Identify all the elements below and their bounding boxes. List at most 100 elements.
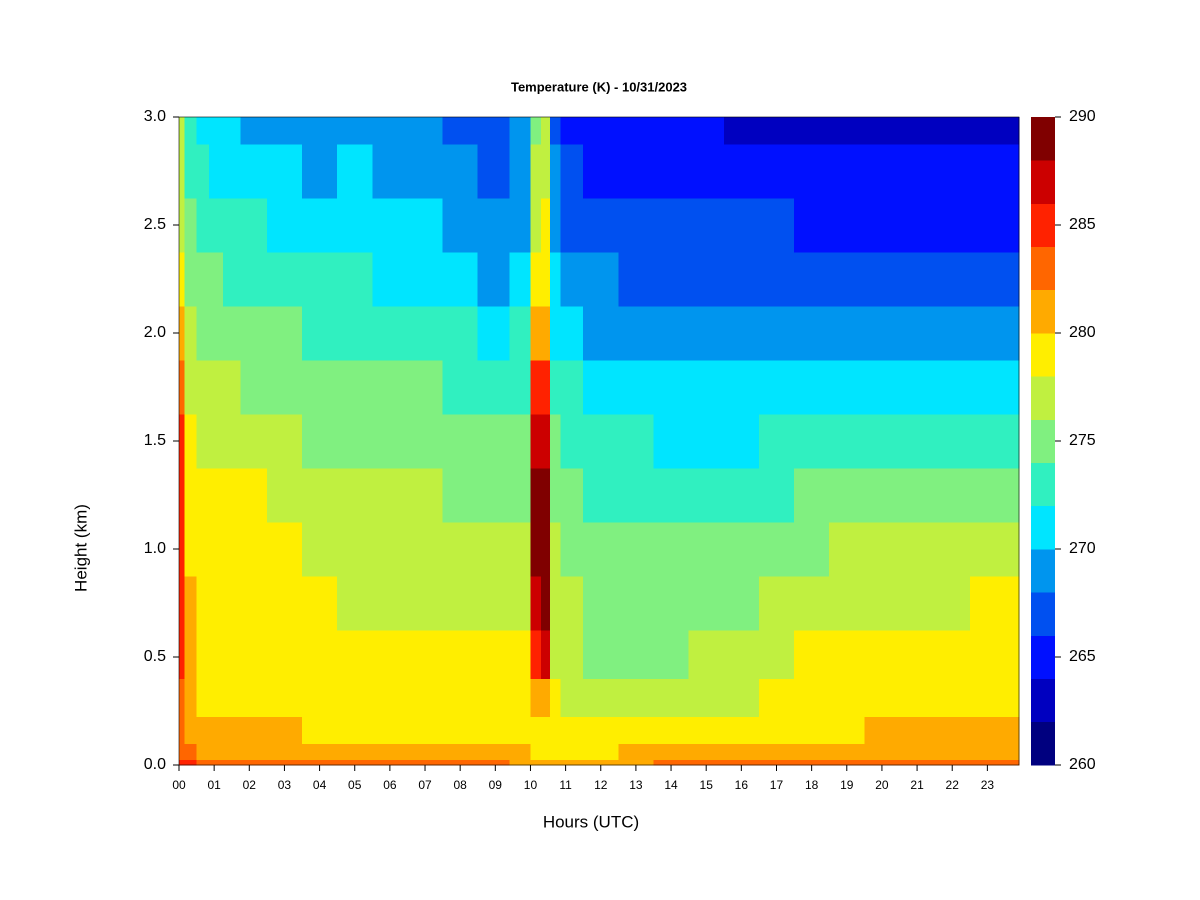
cell (442, 716, 479, 744)
cell (196, 716, 210, 744)
cell (530, 678, 542, 717)
cell (794, 678, 830, 717)
colorbar-band (1031, 505, 1055, 550)
cell (618, 468, 655, 523)
cell (794, 144, 830, 199)
cell (509, 576, 532, 631)
cell (549, 522, 561, 577)
cell (560, 468, 584, 523)
cell (653, 716, 690, 744)
colorbar-band (1031, 117, 1055, 161)
cell (337, 198, 373, 253)
cell (509, 716, 532, 744)
cell (208, 630, 224, 680)
x-tick-label: 01 (207, 778, 221, 792)
cell (583, 468, 619, 523)
y-tick-label: 0.0 (144, 756, 166, 773)
cell (864, 306, 901, 361)
x-tick-label: 00 (172, 778, 186, 792)
cell (758, 198, 795, 253)
cell (184, 144, 198, 199)
cell (969, 759, 1003, 766)
cell (266, 144, 303, 199)
x-tick-label: 02 (243, 778, 257, 792)
cell (337, 759, 373, 766)
cell (442, 576, 479, 631)
cell (969, 630, 1003, 680)
cell (934, 414, 971, 469)
cell (208, 360, 224, 415)
x-tick-label: 09 (489, 778, 503, 792)
cell (688, 678, 725, 717)
colorbar-tick-label: 285 (1069, 216, 1096, 233)
cell (302, 252, 338, 307)
cell (372, 759, 409, 766)
cell (688, 468, 725, 523)
cell (560, 360, 584, 415)
cell (302, 630, 338, 680)
cell (208, 117, 224, 145)
colorbar-tick-label: 260 (1069, 756, 1096, 773)
colorbar-band (1031, 289, 1055, 334)
cell (407, 759, 444, 766)
cell (442, 630, 479, 680)
colorbar-band (1031, 419, 1055, 463)
cell (372, 678, 409, 717)
cell (723, 306, 760, 361)
cell (899, 743, 936, 761)
colorbar-band (1031, 376, 1055, 420)
cell (794, 522, 830, 577)
cell (829, 630, 865, 680)
cell (864, 576, 901, 631)
cell (723, 743, 760, 761)
cell (179, 360, 185, 415)
cell (302, 468, 338, 523)
cell (864, 198, 901, 253)
cell (266, 743, 303, 761)
cell (222, 576, 242, 631)
cell (509, 630, 532, 680)
cell (653, 360, 690, 415)
cell (541, 576, 551, 631)
cell (240, 414, 268, 469)
cell (184, 576, 198, 631)
cell (688, 716, 725, 744)
cell (864, 678, 901, 717)
cell (222, 306, 242, 361)
cell (509, 117, 532, 145)
cell (407, 414, 444, 469)
cell (302, 198, 338, 253)
cell (829, 759, 865, 766)
cell (583, 759, 619, 766)
cell (372, 576, 409, 631)
cell (653, 306, 690, 361)
cell (758, 759, 795, 766)
cell (442, 743, 479, 761)
cell (723, 576, 760, 631)
cell (372, 198, 409, 253)
cell (372, 716, 409, 744)
cell (583, 414, 619, 469)
cell (442, 759, 479, 766)
cell (688, 630, 725, 680)
cell (240, 522, 268, 577)
cell (196, 468, 210, 523)
cell (337, 252, 373, 307)
cell (723, 759, 760, 766)
cell (196, 759, 210, 766)
x-tick-label: 22 (946, 778, 960, 792)
cell (222, 360, 242, 415)
cell (240, 117, 268, 145)
cell (530, 360, 542, 415)
cell (184, 678, 198, 717)
cell (372, 117, 409, 145)
cell (477, 678, 510, 717)
cell (1001, 360, 1020, 415)
cell (794, 117, 830, 145)
cell (530, 144, 542, 199)
cell (829, 306, 865, 361)
cell (758, 117, 795, 145)
cell (829, 716, 865, 744)
cell (530, 117, 542, 145)
